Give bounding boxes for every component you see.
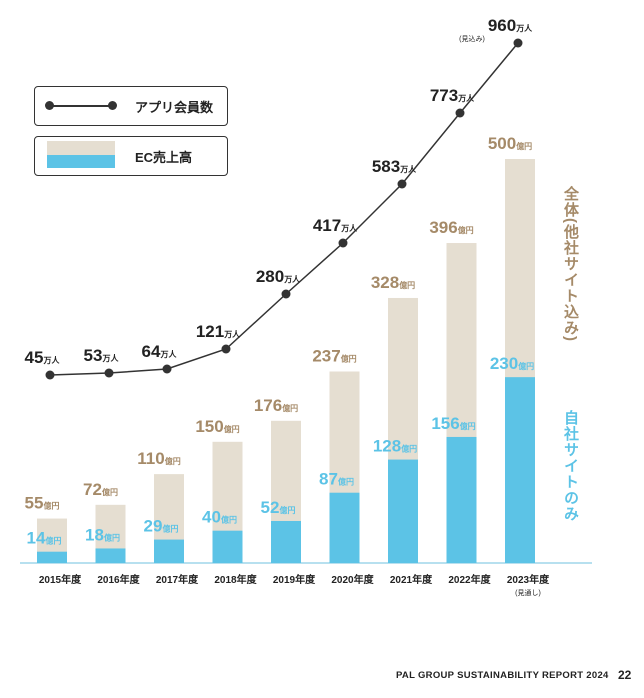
- app-members-point: [513, 38, 523, 48]
- bar-own-value-label: 29億円: [144, 517, 179, 536]
- bar-own-site: [271, 520, 301, 563]
- bar-own-site: [37, 551, 67, 563]
- bar-total-value-label: 72億円: [83, 480, 118, 499]
- legend-app-members: アプリ会員数: [34, 86, 228, 126]
- bar-own-site: [329, 492, 360, 563]
- app-members-value-label: 280万人: [256, 267, 301, 286]
- app-members-last-note: (見込み): [459, 34, 485, 43]
- app-members-value-label: 121万人: [196, 322, 241, 341]
- app-members-point: [45, 370, 55, 380]
- legend-line-dot-end: [108, 101, 117, 110]
- bar-total-value-label: 110億円: [137, 449, 180, 468]
- bar-own-value-label: 14億円: [27, 529, 62, 548]
- x-tick-note: (見通し): [515, 588, 541, 597]
- bar-total-value-label: 500億円: [488, 134, 532, 153]
- page-number: 22: [618, 668, 632, 682]
- x-tick-label: 2020年度: [331, 573, 374, 586]
- bar-total-value-label: 55億円: [25, 494, 60, 513]
- x-tick-label: 2017年度: [156, 573, 199, 586]
- bar-own-site: [446, 436, 477, 563]
- side-label-total: 全体(他社サイト込み): [562, 186, 579, 342]
- bar-own-value-label: 52億円: [261, 498, 296, 517]
- app-members-value-label: 583万人: [372, 157, 417, 176]
- bar-total-value-label: 396億円: [429, 218, 473, 237]
- legend-swatch-own: [47, 155, 115, 168]
- bar-own-value-label: 87億円: [319, 470, 354, 489]
- app-members-value-label: 45万人: [25, 348, 61, 367]
- bar-own-site: [95, 548, 126, 563]
- side-label-own-site: 自社サイトのみ: [562, 410, 579, 522]
- app-members-value-label: 64万人: [142, 342, 178, 361]
- app-members-value-label: 773万人: [430, 86, 475, 105]
- report-title: PAL GROUP SUSTAINABILITY REPORT 2024: [396, 670, 609, 681]
- bar-total-value-label: 150億円: [195, 417, 239, 436]
- bar-own-value-label: 128億円: [373, 437, 417, 456]
- x-tick-label: 2021年度: [390, 573, 433, 586]
- legend-swatch-total: [47, 141, 115, 155]
- app-members-value-label: 53万人: [84, 346, 120, 365]
- app-members-value-label: 960万人: [488, 16, 533, 35]
- legend-line-sample: [49, 105, 113, 107]
- app-members-point: [221, 344, 231, 354]
- x-tick-label: 2015年度: [39, 573, 82, 586]
- x-tick-label: 2018年度: [214, 573, 257, 586]
- app-members-point: [281, 289, 291, 299]
- app-members-point: [162, 364, 172, 374]
- bar-own-site: [505, 377, 535, 563]
- x-tick-label: 2022年度: [448, 573, 491, 586]
- bar-total-value-label: 237億円: [312, 347, 356, 366]
- legend-app-members-label: アプリ会員数: [135, 100, 214, 115]
- legend-ec-sales-label: EC売上高: [135, 150, 193, 165]
- legend-ec-sales: EC売上高: [34, 136, 228, 176]
- x-tick-label: 2023年度: [507, 573, 550, 586]
- x-tick-label: 2016年度: [97, 573, 140, 586]
- app-members-point: [104, 368, 114, 378]
- legend-line-dot-start: [45, 101, 54, 110]
- bar-total-value-label: 176億円: [254, 396, 298, 415]
- x-tick-label: 2019年度: [273, 573, 316, 586]
- bar-own-site: [154, 539, 184, 563]
- bar-total-value-label: 328億円: [371, 273, 415, 292]
- bar-own-value-label: 18億円: [85, 525, 120, 544]
- app-members-value-label: 417万人: [313, 216, 358, 235]
- bar-own-site: [212, 530, 243, 563]
- bar-own-site: [388, 459, 418, 563]
- app-members-point: [455, 108, 465, 118]
- bar-own-value-label: 230億円: [490, 354, 534, 373]
- app-members-point: [338, 238, 348, 248]
- bar-own-value-label: 156億円: [431, 414, 475, 433]
- bar-own-value-label: 40億円: [202, 508, 237, 527]
- app-members-point: [397, 179, 407, 189]
